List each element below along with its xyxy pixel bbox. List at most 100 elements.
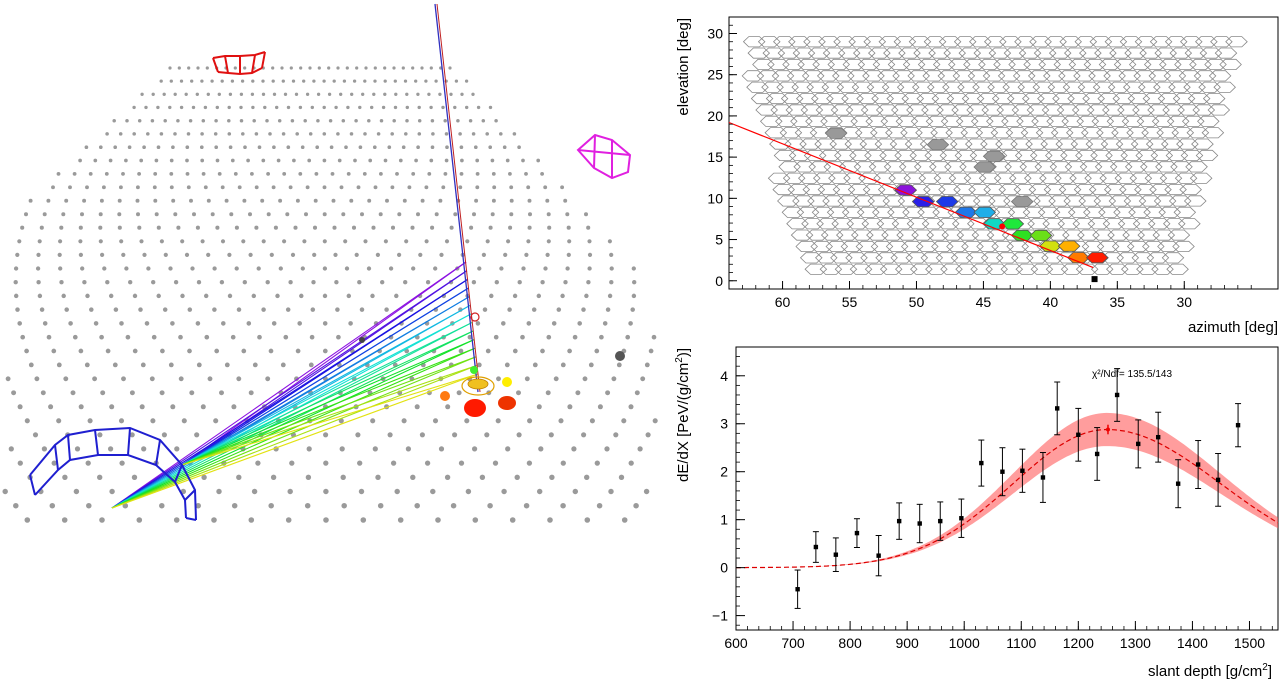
triggered-pixel <box>1029 229 1053 242</box>
data-point <box>1195 440 1202 489</box>
noise-pixel <box>1010 196 1034 208</box>
triggered-pixel <box>1001 218 1025 230</box>
noise-pixel <box>982 150 1006 162</box>
point-marker <box>1055 406 1060 411</box>
y-tick-label: 10 <box>707 190 723 206</box>
profile-y-axis-title: dE/dX [PeV/(g/cm2)] <box>674 348 692 482</box>
data-point <box>1054 381 1061 436</box>
x-tick-label: 30 <box>1176 294 1192 310</box>
xmax-point <box>1105 427 1110 432</box>
x-tick-label: 1300 <box>1120 635 1151 651</box>
triggered-pixel <box>911 196 935 208</box>
x-tick-label: 1100 <box>1006 635 1036 651</box>
triggered-pixel <box>894 184 918 196</box>
fit-line <box>728 121 1094 269</box>
event-display-3d <box>2 3 658 523</box>
triggered-pixel <box>1057 240 1081 252</box>
shower-core-stations <box>359 337 625 417</box>
data-point <box>896 502 903 540</box>
y-tick-label: 20 <box>707 108 723 124</box>
x-tick-label: 40 <box>1043 294 1059 310</box>
y-tick-label: 1 <box>720 512 728 528</box>
x-tick-label: 700 <box>781 635 805 651</box>
camera-x-axis-title: azimuth [deg] <box>1188 319 1278 336</box>
camera-y-tick-labels: 0 5 10 15 20 25 30 <box>707 25 723 288</box>
data-point <box>1155 411 1162 463</box>
fit-curve <box>736 428 1279 569</box>
point-marker <box>1136 441 1141 447</box>
data-point <box>812 531 819 563</box>
y-tick-label: 0 <box>715 273 723 289</box>
data-point <box>1175 459 1182 509</box>
noise-pixel <box>824 127 848 139</box>
fit-uncertainty-band <box>736 412 1278 568</box>
data-point <box>1135 419 1142 469</box>
chi2-annotation: χ²/Ndf= 135.5/143 <box>1092 369 1172 380</box>
triggered-pixel <box>973 206 997 218</box>
fit-point <box>999 223 1006 230</box>
data-point <box>853 518 860 548</box>
data-point <box>958 498 965 538</box>
x-tick-label: 800 <box>838 635 862 651</box>
data-point <box>1215 452 1222 507</box>
telescope-red <box>212 51 266 76</box>
x-tick-label: 60 <box>775 294 791 310</box>
profile-data-points <box>794 368 1242 609</box>
data-point <box>794 569 801 609</box>
profile-y-tick-labels: −1 0 1 2 3 4 <box>712 368 728 624</box>
y-tick-label: 30 <box>707 25 723 41</box>
data-point <box>937 501 944 541</box>
point-marker <box>813 544 819 550</box>
point-marker <box>1235 422 1241 428</box>
light-rays <box>111 261 479 509</box>
point-marker <box>1094 451 1100 457</box>
x-tick-label: 35 <box>1110 294 1126 310</box>
y-tick-label: 15 <box>707 149 723 165</box>
camera-x-tick-labels: 60 55 50 45 40 35 30 <box>775 294 1192 310</box>
point-marker <box>854 530 860 536</box>
point-marker <box>1195 462 1201 467</box>
point-marker <box>1215 477 1221 483</box>
x-tick-label: 50 <box>909 294 925 310</box>
error-band <box>736 412 1278 568</box>
camera-pixel-chart: 60 55 50 45 40 35 30 0 5 10 15 20 25 30 azimuth [deg… <box>675 16 1279 336</box>
camera-axes <box>728 24 1252 289</box>
y-tick-label: 0 <box>720 560 728 576</box>
noise-pixels <box>824 127 1034 208</box>
data-point <box>916 503 923 544</box>
x-tick-label: 55 <box>842 294 858 310</box>
data-point <box>1094 427 1101 481</box>
point-marker <box>795 587 800 592</box>
shower-axis <box>434 3 481 393</box>
data-point <box>875 535 882 577</box>
surface-detector-array <box>2 66 658 523</box>
point-marker <box>1040 475 1046 480</box>
y-tick-label: −1 <box>712 608 728 624</box>
x-tick-label: 45 <box>976 294 992 310</box>
reference-marker <box>1091 276 1098 283</box>
point-marker <box>896 518 902 524</box>
data-point <box>978 439 985 487</box>
point-marker <box>1155 434 1161 440</box>
x-tick-label: 1400 <box>1177 635 1208 651</box>
point-marker <box>1175 481 1181 486</box>
point-marker <box>833 552 839 557</box>
point-marker <box>917 521 922 526</box>
shower-detector-plane-fit <box>728 121 1098 283</box>
data-point <box>1114 368 1121 422</box>
gaisser-hillas-fit-curve <box>736 428 1279 569</box>
y-tick-label: 5 <box>715 232 723 248</box>
y-tick-label: 4 <box>720 368 728 384</box>
data-point <box>1075 407 1082 462</box>
x-tick-label: 1500 <box>1234 635 1265 651</box>
x-tick-label: 900 <box>895 635 919 651</box>
telescope-magenta <box>576 133 632 180</box>
data-point <box>1019 448 1026 493</box>
point-marker <box>876 553 881 558</box>
point-marker <box>1020 468 1025 473</box>
noise-pixel <box>973 161 997 173</box>
data-point <box>1235 403 1242 448</box>
data-point <box>999 447 1006 497</box>
x-tick-label: 600 <box>724 635 748 651</box>
data-point <box>832 537 839 572</box>
